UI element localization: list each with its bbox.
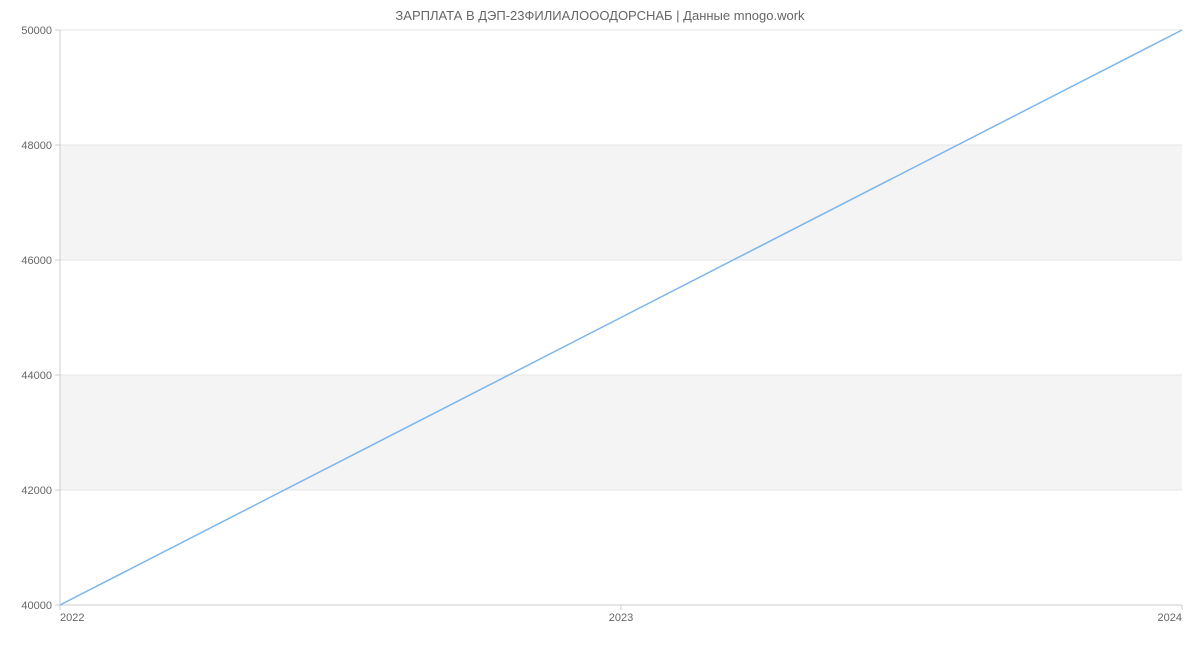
x-tick-label: 2023 bbox=[609, 612, 633, 624]
chart-plot-area: 4000042000440004600048000500002022202320… bbox=[60, 30, 1182, 605]
grid-band bbox=[60, 145, 1182, 260]
chart-title: ЗАРПЛАТА В ДЭП-23ФИЛИАЛООО​ДОРСНАБ | Дан… bbox=[0, 8, 1200, 23]
y-tick-label: 44000 bbox=[21, 370, 52, 382]
y-tick-label: 48000 bbox=[21, 140, 52, 152]
grid-band bbox=[60, 375, 1182, 490]
y-tick-label: 42000 bbox=[21, 485, 52, 497]
y-tick-label: 46000 bbox=[21, 255, 52, 267]
y-tick-label: 50000 bbox=[21, 25, 52, 37]
y-tick-label: 40000 bbox=[21, 600, 52, 612]
x-tick-label: 2024 bbox=[1158, 612, 1182, 624]
x-tick-label: 2022 bbox=[60, 612, 84, 624]
chart-svg: 4000042000440004600048000500002022202320… bbox=[60, 30, 1182, 630]
